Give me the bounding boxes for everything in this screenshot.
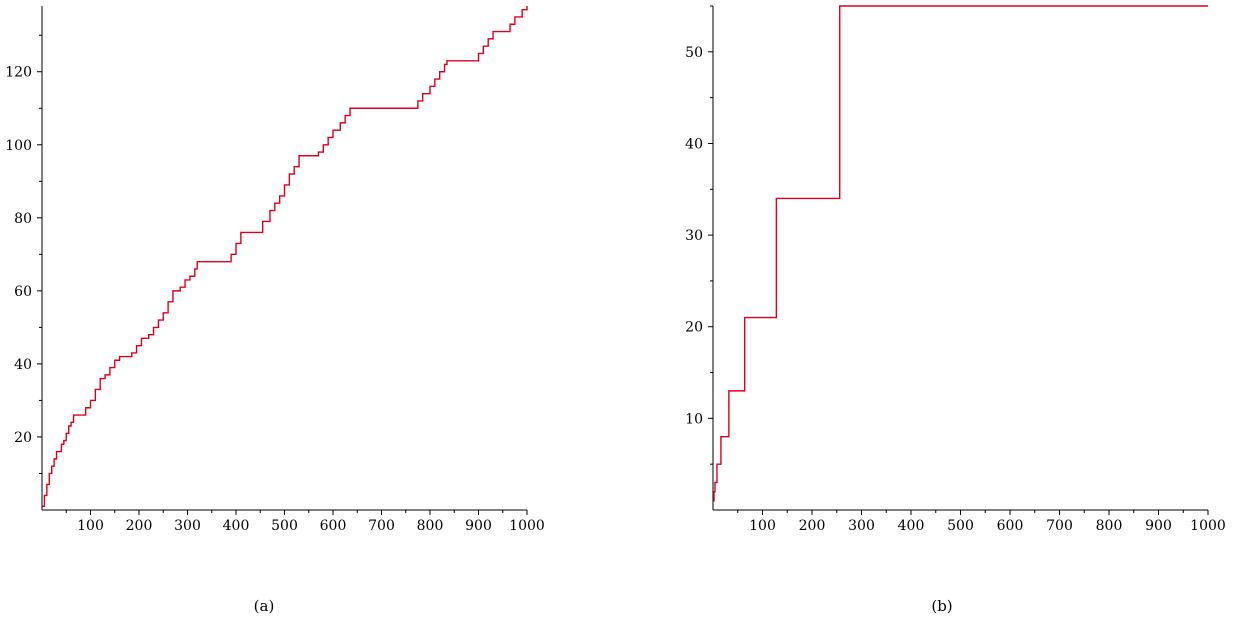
x-tick-label-b: 900 bbox=[1145, 518, 1172, 534]
x-tick-label-b: 600 bbox=[997, 518, 1024, 534]
x-tick-label-a: 900 bbox=[465, 518, 492, 534]
x-tick-label-a: 1000 bbox=[509, 518, 545, 534]
y-tick-label-a: 100 bbox=[5, 138, 32, 154]
x-tick-label-b: 200 bbox=[799, 518, 826, 534]
x-tick-label-b: 300 bbox=[848, 518, 875, 534]
x-tick-label-b: 800 bbox=[1096, 518, 1123, 534]
y-tick-label-b: 10 bbox=[685, 411, 703, 427]
x-tick-label-b: 1000 bbox=[1190, 518, 1226, 534]
x-tick-label-a: 400 bbox=[223, 518, 250, 534]
x-tick-label-a: 100 bbox=[77, 518, 104, 534]
x-tick-label-a: 500 bbox=[271, 518, 298, 534]
caption-b: (b) bbox=[931, 597, 952, 615]
x-tick-label-b: 700 bbox=[1046, 518, 1073, 534]
x-tick-label-a: 700 bbox=[368, 518, 395, 534]
x-tick-label-a: 300 bbox=[174, 518, 201, 534]
y-tick-label-a: 80 bbox=[14, 211, 32, 227]
y-tick-label-b: 30 bbox=[685, 228, 703, 244]
y-tick-label-b: 20 bbox=[685, 320, 703, 336]
series-line-a bbox=[42, 6, 528, 508]
y-tick-label-b: 50 bbox=[685, 45, 703, 61]
x-tick-label-b: 500 bbox=[947, 518, 974, 534]
y-tick-label-a: 40 bbox=[14, 357, 32, 373]
x-tick-label-a: 600 bbox=[320, 518, 347, 534]
x-tick-label-b: 400 bbox=[898, 518, 925, 534]
x-tick-label-a: 800 bbox=[417, 518, 444, 534]
chart-panel-b: 100 200 300 400 500 600 700 800 900 1000 10 20 30 40 5… bbox=[685, 5, 1226, 534]
y-tick-label-b: 40 bbox=[685, 136, 703, 152]
y-tick-label-a: 60 bbox=[14, 284, 32, 300]
y-tick-label-a: 120 bbox=[5, 65, 32, 81]
caption-a: (a) bbox=[254, 597, 275, 615]
x-tick-label-a: 200 bbox=[126, 518, 153, 534]
series-line-b bbox=[713, 5, 1208, 502]
y-tick-label-a: 20 bbox=[14, 430, 32, 446]
x-tick-label-b: 100 bbox=[749, 518, 776, 534]
chart-panel-a: 100 200 300 400 500 600 700 800 900 1000 20 40 60 80 1… bbox=[5, 6, 545, 534]
